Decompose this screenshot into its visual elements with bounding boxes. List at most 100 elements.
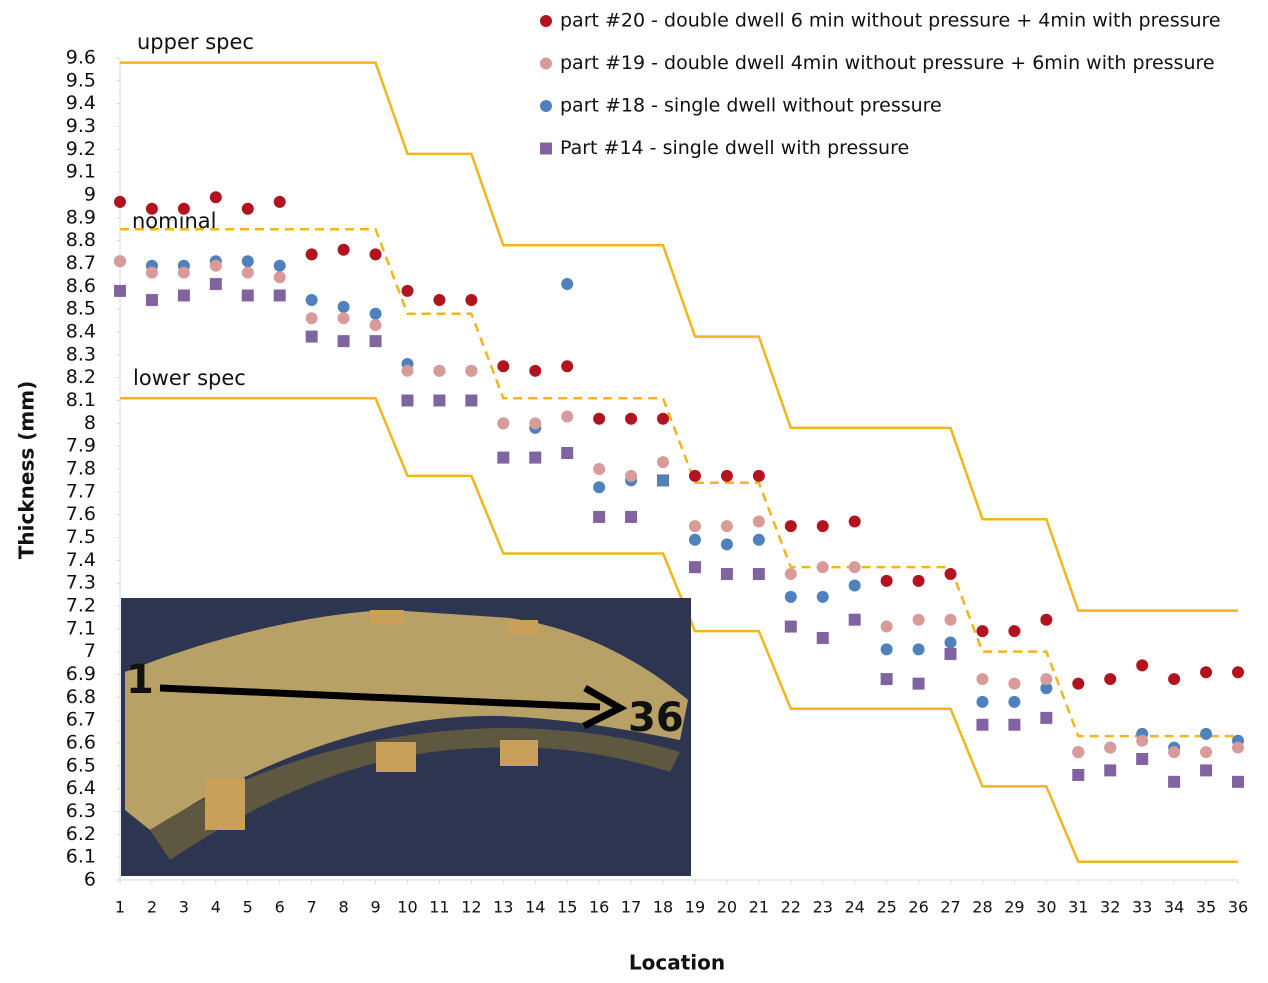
data-point bbox=[720, 469, 733, 482]
data-point bbox=[465, 364, 478, 377]
data-point bbox=[1104, 673, 1117, 686]
x-tick-label: 28 bbox=[972, 898, 992, 917]
data-point bbox=[625, 469, 638, 482]
x-tick-label: 23 bbox=[813, 898, 833, 917]
y-tick-label: 9.2 bbox=[66, 138, 96, 160]
data-point bbox=[944, 636, 957, 649]
data-point bbox=[177, 202, 190, 215]
data-point bbox=[848, 561, 861, 574]
y-tick-label: 8.2 bbox=[66, 366, 96, 388]
y-tick-label: 7.8 bbox=[66, 458, 96, 480]
data-point bbox=[177, 289, 190, 302]
data-point bbox=[976, 625, 989, 638]
data-point bbox=[401, 394, 414, 407]
data-point bbox=[241, 202, 254, 215]
data-point bbox=[273, 195, 286, 208]
y-tick-label: 7.5 bbox=[66, 526, 96, 548]
x-tick-label: 31 bbox=[1068, 898, 1088, 917]
spec-line bbox=[120, 228, 1238, 738]
photo-part bbox=[125, 610, 688, 830]
data-point bbox=[1232, 741, 1244, 754]
data-point bbox=[816, 590, 829, 603]
data-point bbox=[1008, 695, 1021, 708]
photo-tab bbox=[370, 610, 404, 624]
x-tick-label: 33 bbox=[1132, 898, 1152, 917]
y-tick-label: 9.1 bbox=[66, 161, 96, 183]
y-tick-label: 6.8 bbox=[66, 686, 96, 708]
data-point bbox=[433, 394, 446, 407]
x-tick-label: 29 bbox=[1004, 898, 1024, 917]
data-point bbox=[337, 243, 350, 256]
data-point bbox=[497, 451, 510, 464]
data-point bbox=[497, 360, 510, 373]
x-tick-label: 4 bbox=[211, 898, 221, 917]
data-point bbox=[305, 312, 318, 325]
data-point bbox=[209, 259, 222, 272]
y-tick-label: 9.6 bbox=[66, 47, 96, 69]
x-tick-label: 36 bbox=[1228, 898, 1248, 917]
data-point bbox=[848, 515, 861, 528]
data-point bbox=[657, 412, 670, 425]
data-point bbox=[688, 533, 701, 546]
data-point bbox=[561, 278, 574, 291]
data-point bbox=[401, 364, 414, 377]
y-tick-label: 6 bbox=[84, 869, 96, 891]
y-tick-label: 7.1 bbox=[66, 617, 96, 639]
y-tick-label: 8.8 bbox=[66, 229, 96, 251]
data-point bbox=[657, 474, 670, 487]
y-tick-label: 6.3 bbox=[66, 800, 96, 822]
data-point bbox=[305, 294, 318, 307]
x-tick-label: 22 bbox=[781, 898, 801, 917]
y-tick-label: 8.1 bbox=[66, 389, 96, 411]
x-tick-label: 18 bbox=[653, 898, 673, 917]
photo-tab bbox=[376, 742, 416, 772]
inset-label: 36 bbox=[628, 695, 684, 741]
y-tick-label: 6.1 bbox=[66, 846, 96, 868]
spec-line bbox=[120, 396, 1238, 863]
data-point bbox=[752, 568, 765, 581]
data-point bbox=[305, 330, 318, 343]
y-tick-label: 6.2 bbox=[66, 823, 96, 845]
legend-marker bbox=[540, 142, 552, 155]
data-point bbox=[1136, 752, 1149, 765]
x-tick-label: 25 bbox=[876, 898, 896, 917]
data-point bbox=[497, 417, 510, 430]
data-point bbox=[752, 469, 765, 482]
x-tick-label: 27 bbox=[940, 898, 960, 917]
y-tick-label: 8.5 bbox=[66, 298, 96, 320]
data-point bbox=[1232, 666, 1244, 679]
data-point bbox=[114, 195, 126, 208]
x-tick-label: 5 bbox=[243, 898, 253, 917]
legend-marker bbox=[540, 57, 552, 70]
data-point bbox=[241, 289, 254, 302]
data-point bbox=[912, 613, 925, 626]
spec-line bbox=[120, 61, 1238, 612]
data-point bbox=[880, 643, 893, 656]
data-point bbox=[529, 451, 542, 464]
data-point bbox=[305, 248, 318, 261]
data-point bbox=[784, 520, 797, 533]
legend-label: part #18 - single dwell without pressure bbox=[560, 95, 942, 117]
data-point bbox=[1200, 764, 1213, 777]
data-point bbox=[657, 456, 670, 469]
x-tick-label: 13 bbox=[493, 898, 513, 917]
data-point bbox=[1072, 768, 1085, 781]
photo-arrow bbox=[159, 684, 601, 711]
data-point bbox=[816, 520, 829, 533]
data-point bbox=[625, 510, 638, 523]
x-tick-label: 1 bbox=[115, 898, 125, 917]
data-point bbox=[401, 284, 414, 297]
x-tick-label: 14 bbox=[525, 898, 545, 917]
data-point bbox=[209, 191, 222, 204]
inset-photo: 1 36 bbox=[121, 598, 691, 876]
data-point bbox=[1072, 677, 1085, 690]
spec-label: lower spec bbox=[133, 366, 246, 390]
data-point bbox=[593, 463, 606, 475]
data-point bbox=[880, 673, 893, 686]
x-tick-label: 8 bbox=[339, 898, 349, 917]
data-point bbox=[944, 568, 957, 581]
y-tick-label: 6.6 bbox=[66, 732, 96, 754]
data-point bbox=[1008, 625, 1021, 638]
data-point bbox=[625, 412, 638, 425]
